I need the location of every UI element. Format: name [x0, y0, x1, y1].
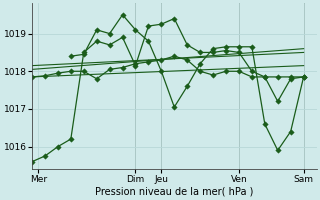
X-axis label: Pression niveau de la mer( hPa ): Pression niveau de la mer( hPa )	[95, 187, 253, 197]
